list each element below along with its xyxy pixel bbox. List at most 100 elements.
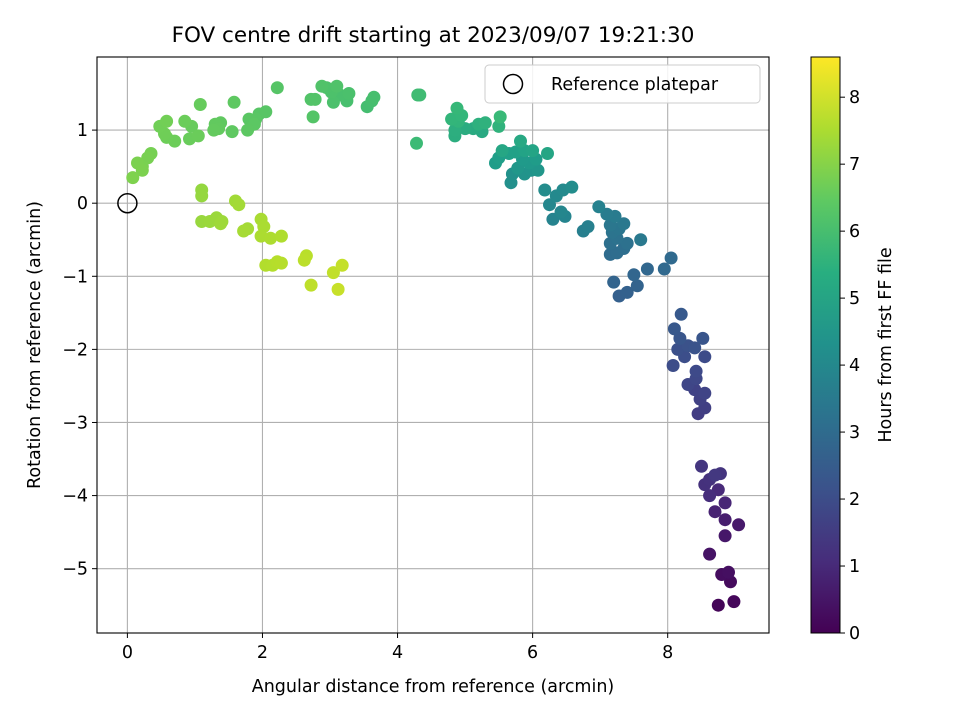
data-point: [335, 258, 349, 272]
y-tick-label: −3: [62, 413, 88, 433]
legend-box: [484, 64, 761, 104]
data-point: [270, 81, 284, 95]
data-point: [160, 114, 174, 128]
colorbar-tick-label: 6: [849, 222, 860, 242]
data-point: [695, 459, 708, 473]
data-point: [664, 251, 678, 265]
data-point: [178, 114, 192, 128]
colorbar-tick-label: 8: [849, 88, 860, 108]
data-point: [450, 101, 464, 115]
data-point: [667, 322, 681, 336]
data-point: [232, 198, 246, 212]
data-point: [410, 136, 423, 150]
data-point: [620, 236, 634, 250]
data-point: [630, 279, 644, 293]
chart-title: FOV centre drift starting at 2023/09/07 …: [172, 23, 695, 48]
grid: [97, 57, 769, 633]
data-point: [640, 262, 654, 276]
colorbar-tick-label: 5: [849, 289, 860, 309]
x-axis-ticks: 0 2 4 6 8: [122, 633, 673, 663]
x-tick-label: 2: [257, 643, 268, 663]
data-point: [617, 217, 631, 231]
data-point: [445, 112, 459, 126]
axes-frame: [96, 56, 770, 634]
reference-marker-layer: [117, 192, 138, 214]
data-point: [495, 144, 509, 158]
data-point: [514, 134, 527, 148]
data-point: [718, 496, 732, 510]
data-point: [607, 275, 621, 289]
data-point: [259, 105, 273, 119]
data-point: [689, 364, 703, 378]
legend: Reference platepar: [484, 64, 761, 104]
data-point: [135, 163, 149, 177]
data-point: [342, 87, 356, 100]
x-tick-label: 8: [662, 643, 673, 663]
y-tick-label: 0: [77, 194, 88, 214]
colorbar-label: Hours from first FF file: [876, 247, 896, 442]
data-point: [241, 123, 255, 137]
data-point: [565, 180, 579, 194]
data-point: [308, 92, 322, 106]
data-point: [413, 88, 427, 102]
data-point: [703, 547, 717, 561]
data-point: [673, 331, 687, 345]
data-point: [237, 224, 251, 238]
x-tick-label: 6: [527, 643, 538, 663]
colorbar-tick-label: 1: [849, 557, 860, 577]
data-point: [306, 110, 320, 124]
data-point: [331, 282, 345, 296]
data-point: [126, 171, 140, 185]
y-axis-label: Rotation from reference (arcmin): [25, 201, 45, 489]
data-point: [297, 253, 311, 267]
data-point: [674, 307, 688, 321]
data-point: [193, 98, 207, 111]
legend-label-reference: Reference platepar: [551, 75, 719, 95]
data-point: [538, 183, 552, 197]
x-tick-label: 0: [122, 643, 133, 663]
colorbar-tick-label: 4: [849, 356, 860, 376]
data-point: [274, 256, 288, 270]
data-points: [126, 79, 746, 612]
data-point: [478, 116, 492, 130]
data-point: [581, 220, 595, 234]
data-point: [531, 163, 545, 177]
data-point: [543, 198, 556, 212]
data-point: [666, 359, 680, 372]
data-point: [634, 233, 648, 247]
data-point: [722, 565, 735, 579]
data-point: [207, 123, 221, 137]
legend-marker-reference: [502, 73, 524, 95]
colorbar-ticks: 0 1 2 3 4 5 6 7 8: [840, 88, 860, 644]
data-point: [227, 95, 241, 109]
reference-platepar-marker: [117, 192, 138, 214]
data-point: [367, 90, 381, 104]
data-point: [688, 341, 702, 355]
data-point: [592, 200, 606, 214]
data-point: [493, 110, 507, 124]
data-point: [225, 125, 239, 139]
data-point: [696, 331, 710, 345]
data-point: [330, 79, 344, 93]
data-point: [671, 342, 685, 356]
colorbar-tick-label: 2: [849, 490, 860, 510]
data-point: [274, 229, 288, 243]
data-point: [620, 285, 634, 299]
data-point: [492, 119, 506, 133]
data-point: [191, 129, 205, 143]
data-point: [526, 144, 540, 158]
x-axis-label: Angular distance from reference (arcmin): [252, 677, 615, 697]
x-tick-label: 4: [392, 643, 403, 663]
data-point: [554, 205, 568, 219]
y-tick-label: 1: [77, 121, 88, 141]
data-point: [718, 529, 732, 543]
data-point: [698, 386, 712, 400]
data-point: [627, 268, 641, 282]
data-point: [732, 518, 746, 532]
data-point: [214, 217, 228, 231]
colorbar: [810, 56, 841, 634]
data-point: [326, 266, 340, 280]
data-point: [315, 79, 329, 93]
colorbar-tick-label: 0: [849, 624, 860, 644]
